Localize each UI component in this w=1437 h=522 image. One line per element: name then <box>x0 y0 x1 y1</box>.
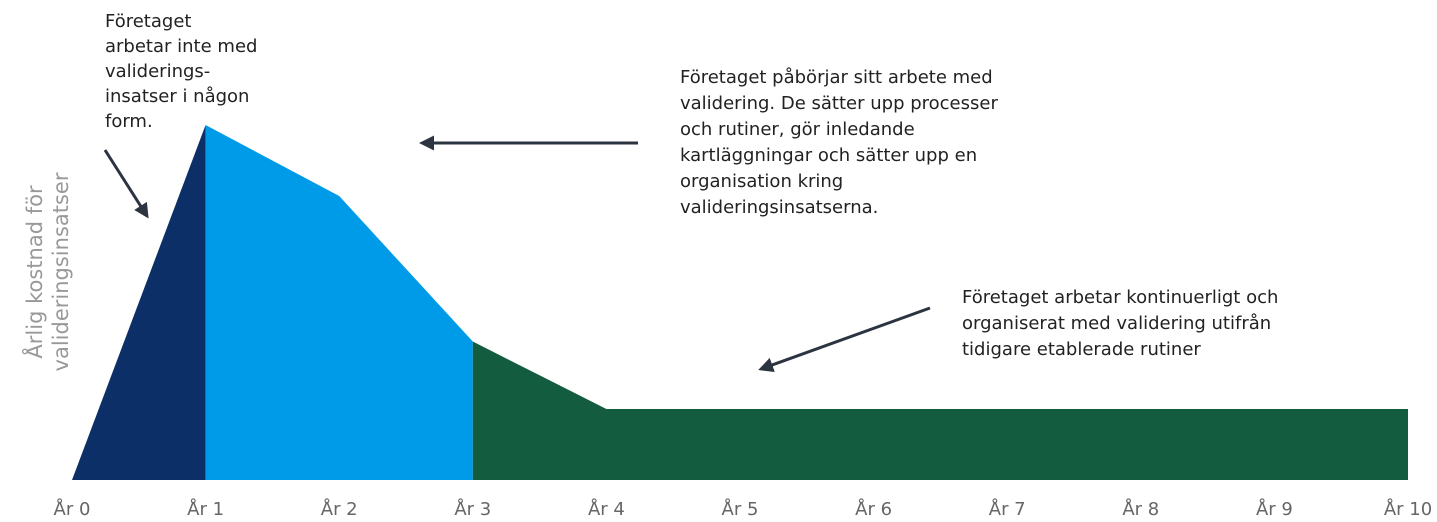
x-tick-label: År 2 <box>321 498 358 520</box>
x-tick-label: År 6 <box>855 498 892 520</box>
arrow <box>758 306 931 372</box>
annotation: validerings- <box>105 61 210 82</box>
annotation: kartläggningar och sätter upp en <box>680 145 977 166</box>
annotation: Företaget arbetar kontinuerligt och <box>962 287 1278 308</box>
annotation: arbetar inte med <box>105 36 257 57</box>
area <box>205 125 473 480</box>
y-axis-label: Årlig kostnad för <box>21 185 47 359</box>
x-tick-label: År 9 <box>1256 498 1293 520</box>
annotation: tidigare etablerade rutiner <box>962 339 1201 360</box>
area <box>72 125 206 480</box>
areas <box>72 125 1408 480</box>
area <box>472 341 1408 480</box>
x-tick-label: År 0 <box>54 498 91 520</box>
annotation: form. <box>105 111 153 132</box>
arrow <box>103 149 149 219</box>
x-tick-label: År 10 <box>1384 498 1432 520</box>
annotation: valideringsinsatserna. <box>680 197 878 218</box>
annotation: Företaget <box>105 11 191 32</box>
y-axis-label: valideringsinsatser <box>49 172 73 371</box>
x-tick-label: År 7 <box>989 498 1026 520</box>
x-tick-label: År 1 <box>187 498 224 520</box>
annotation: och rutiner, gör inledande <box>680 119 915 140</box>
annotation: organisation kring <box>680 171 843 192</box>
annotation: Företaget påbörjar sitt arbete med <box>680 67 993 88</box>
annotation: insatser i någon <box>105 86 249 107</box>
annotation: validering. De sätter upp processer <box>680 93 998 114</box>
annotation: organiserat med validering utifrån <box>962 313 1271 334</box>
x-tick-label: År 3 <box>454 498 491 520</box>
x-tick-label: År 8 <box>1122 498 1159 520</box>
x-tick-label: År 5 <box>722 498 759 520</box>
x-tick-label: År 4 <box>588 498 625 520</box>
